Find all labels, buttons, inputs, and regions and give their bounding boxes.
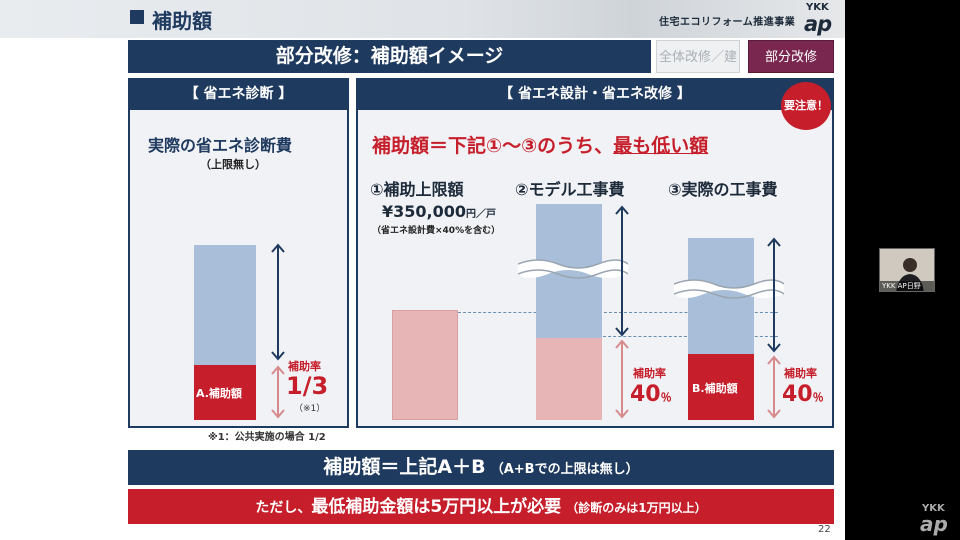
bar-b-label: B.補助額 (692, 382, 738, 395)
section-title: 補助額 (152, 9, 212, 33)
page-number: 22 (818, 524, 831, 535)
footnote: ※1：公共実施の場合 1/2 (208, 432, 326, 443)
rate-label: 補助率 (288, 360, 321, 373)
tab-partial-renovation[interactable]: 部分改修 (748, 40, 834, 73)
wave-break-2 (674, 279, 784, 299)
col1-title: ①補助上限額 (370, 180, 464, 199)
bar-a-label: A.補助額 (196, 387, 242, 400)
col2-title: ②モデル工事費 (515, 180, 625, 199)
logo-ykk-text: YKK (806, 2, 829, 13)
warning-bar: ただし、最低補助金額は5万円以上が必要 （診断のみは1万円以上） (128, 489, 834, 524)
subsidy-bar-a: A.補助額 (194, 365, 256, 420)
summary-bar: 補助額＝上記A＋B （A+Bでの上限は無し） (128, 450, 834, 485)
logo-ap-text: ap (804, 12, 832, 36)
wave-break-1 (518, 259, 628, 279)
webcam-label: YKK AP日野 (880, 281, 934, 291)
no-limit-note: （上限無し） (200, 158, 266, 171)
rate-unit-col3: ％ (812, 391, 824, 404)
rate-value-col3: 40％ (782, 382, 824, 407)
warning-main: 最低補助金額は5万円以上が必要 (311, 497, 562, 517)
watermark-ykk-text: YKK (922, 503, 945, 514)
subsidy-bar-b: B.補助額 (688, 354, 754, 420)
rate-unit-col2: ％ (660, 391, 672, 404)
tab-full-renovation[interactable]: 全体改修／建替 (656, 40, 740, 98)
headline: 補助額＝下記①～③のうち、最も低い額 (372, 131, 708, 158)
model-cost-subsidy-bar (536, 338, 602, 420)
range-arrows (271, 243, 285, 419)
rate-value-col3-num: 40 (782, 382, 813, 407)
rate-value: 1/3 (286, 372, 329, 400)
arrow-up-icon (271, 243, 285, 253)
panel-header: 【 省エネ診断 】 (128, 78, 349, 110)
webcam-thumbnail[interactable]: YKK AP日野 (879, 248, 935, 292)
cap-note: （省エネ設計費×40%を含む） (372, 226, 501, 236)
diagnosis-cost-bar (194, 245, 256, 365)
rate-value-col2-num: 40 (630, 382, 661, 407)
rate-label-col2: 補助率 (633, 367, 666, 380)
rate-value-col2: 40％ (630, 382, 672, 407)
warning-prefix: ただし、 (255, 500, 312, 516)
cap-amount-value: ¥350,000 (382, 202, 467, 221)
slide-header: 補助額 住宅エコリフォーム推進事業 YKK ap (0, 0, 845, 38)
diagnosis-cost-title: 実際の省エネ診断費 (148, 136, 293, 155)
title-square-icon (130, 10, 144, 24)
headline-emphasis: 最も低い額 (613, 135, 709, 157)
col3-title: ③実際の工事費 (668, 180, 778, 199)
cap-amount-unit: 円／戸 (466, 209, 497, 220)
headline-prefix: 補助額＝下記①～③のうち、 (372, 135, 614, 157)
program-name: 住宅エコリフォーム推進事業 (659, 17, 796, 28)
range-arrows-col3 (767, 237, 781, 419)
slide-subtitle-bar: 部分改修：補助額イメージ (128, 40, 651, 73)
range-arrows-col2 (615, 205, 629, 419)
cap-amount: ¥350,000円／戸 (382, 202, 496, 221)
arrow-down-icon (271, 351, 285, 361)
energy-design-renovation-panel: 【 省エネ設計・省エネ改修 】 補助額＝下記①～③のうち、最も低い額 ①補助上限… (356, 78, 834, 428)
rate-note: （※1） (294, 404, 326, 414)
warning-note: （診断のみは1万円以上） (566, 501, 707, 515)
caution-badge: 要注意！ (781, 82, 831, 130)
summary-note: （A+Bでの上限は無し） (490, 462, 639, 477)
cap-bar (392, 310, 458, 420)
energy-diagnosis-panel: 【 省エネ診断 】 実際の省エネ診断費 （上限無し） A.補助額 補助率 1/3… (128, 78, 349, 443)
slide: 補助額 住宅エコリフォーム推進事業 YKK ap 部分改修：補助額イメージ 全体… (0, 0, 845, 540)
guide-line-upper (458, 312, 778, 313)
watermark-ap-text: ap (920, 512, 948, 536)
summary-main: 補助額＝上記A＋B (323, 456, 486, 478)
rate-label-col3: 補助率 (784, 367, 817, 380)
panel-header: 【 省エネ設計・省エネ改修 】 (356, 78, 834, 110)
